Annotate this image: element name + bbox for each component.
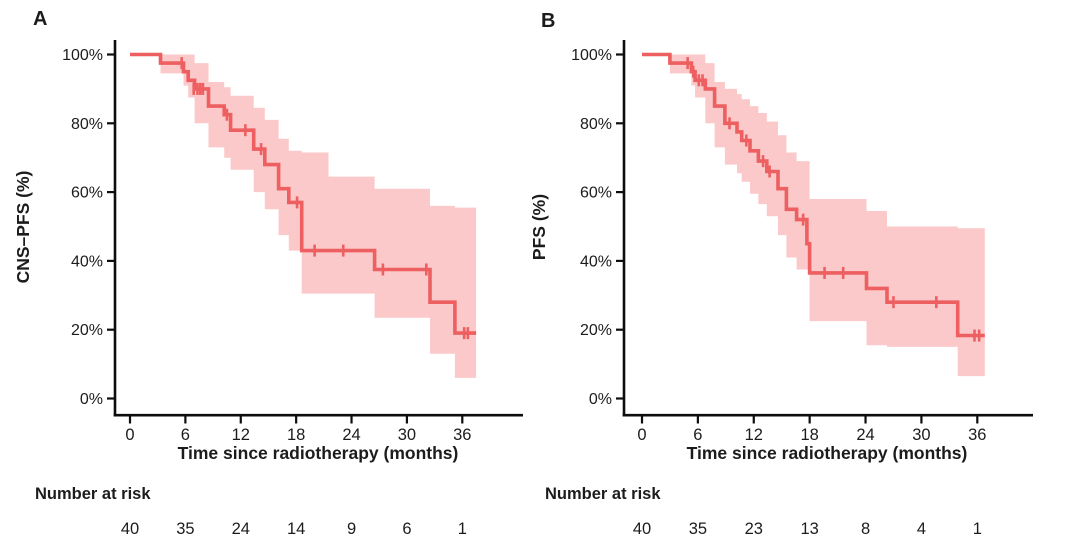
at-risk-value: 23 — [745, 520, 763, 538]
panel-b-number-at-risk-label: Number at risk — [545, 485, 661, 503]
panel-b-x-axis-title: Time since radiotherapy (months) — [686, 443, 968, 463]
at-risk-value: 1 — [458, 520, 467, 538]
confidence-band — [669, 54, 985, 377]
at-risk-value: 4 — [917, 520, 926, 538]
x-tick-label: 24 — [342, 426, 360, 444]
y-tick-label: 60% — [71, 185, 103, 202]
km-curve — [642, 52, 985, 338]
panel-a-y-axis-title: CNS–PFS (%) — [13, 170, 33, 284]
panel-a-letter: A — [33, 8, 48, 30]
x-tick-label: 24 — [856, 426, 874, 444]
at-risk-value: 24 — [232, 520, 250, 538]
at-risk-value: 9 — [347, 520, 356, 538]
at-risk-value: 13 — [800, 520, 818, 538]
x-tick-label: 30 — [912, 426, 930, 444]
at-risk-value: 35 — [176, 520, 194, 538]
y-tick-label: 100% — [62, 47, 103, 64]
at-risk-value: 1 — [973, 520, 982, 538]
y-tick-label: 80% — [71, 116, 103, 133]
x-tick-label: 12 — [745, 426, 763, 444]
x-tick-label: 6 — [181, 426, 190, 444]
panel-b-letter: B — [541, 10, 556, 32]
confidence-band — [160, 54, 477, 378]
y-tick-label: 0% — [589, 391, 612, 408]
y-tick-label: 40% — [71, 253, 103, 270]
km-curve — [130, 52, 477, 335]
panel-a-number-at-risk-label: Number at risk — [35, 485, 151, 503]
y-tick-label: 20% — [580, 322, 612, 339]
y-tick-label: 0% — [80, 391, 103, 408]
x-tick-label: 0 — [125, 426, 134, 444]
panel-b-y-axis-title: PFS (%) — [529, 193, 549, 261]
y-tick-label: 100% — [571, 47, 612, 64]
x-tick-label: 6 — [693, 426, 702, 444]
x-tick-label: 18 — [287, 426, 305, 444]
at-risk-value: 40 — [633, 520, 651, 538]
x-tick-label: 18 — [800, 426, 818, 444]
panel-a-x-axis-title: Time since radiotherapy (months) — [177, 443, 459, 463]
at-risk-value: 35 — [689, 520, 707, 538]
y-tick-label: 20% — [71, 322, 103, 339]
at-risk-value: 40 — [121, 520, 139, 538]
y-tick-label: 60% — [580, 185, 612, 202]
x-tick-label: 0 — [637, 426, 646, 444]
x-tick-label: 30 — [398, 426, 416, 444]
at-risk-value: 8 — [861, 520, 870, 538]
panel-b: 100% 80% 60% 40% 20% 0% 0 40 6 35 12 23 18 13 24 8 30 4 36… — [571, 40, 1033, 538]
x-tick-label: 36 — [968, 426, 986, 444]
y-tick-label: 40% — [580, 253, 612, 270]
panel-a: 100% 80% 60% 40% 20% 0% 0 40 6 35 12 24 18 14 24 9 30 6 36… — [62, 40, 523, 538]
at-risk-value: 6 — [402, 520, 411, 538]
x-tick-label: 12 — [232, 426, 250, 444]
y-tick-label: 80% — [580, 116, 612, 133]
at-risk-value: 14 — [287, 520, 305, 538]
x-tick-label: 36 — [453, 426, 471, 444]
